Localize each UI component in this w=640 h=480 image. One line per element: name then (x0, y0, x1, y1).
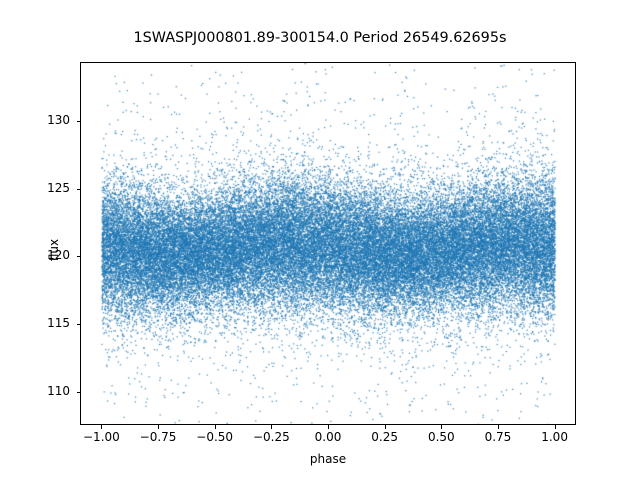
x-tick-label: 0.75 (484, 430, 512, 444)
x-tick-label: −0.50 (196, 430, 234, 444)
x-tick-label: 0.25 (371, 430, 398, 444)
y-tick-mark (76, 121, 80, 123)
x-tick-label: −0.25 (252, 430, 290, 444)
y-tick-mark (76, 323, 80, 325)
x-tick-mark (328, 425, 329, 429)
x-tick-mark (554, 425, 556, 429)
y-tick-label: 110 (47, 383, 70, 398)
y-tick-label: 125 (47, 180, 70, 195)
y-tick-mark (76, 391, 80, 393)
x-tick-mark (271, 425, 273, 429)
x-axis-label: phase (309, 452, 347, 466)
x-tick-mark (101, 425, 103, 429)
x-tick-mark (214, 425, 216, 429)
x-tick-mark (384, 425, 386, 429)
y-tick-label: 120 (47, 248, 70, 263)
y-tick-label: 115 (47, 315, 70, 330)
y-axis-label: flux (47, 238, 61, 262)
x-tick-label: 0.00 (314, 430, 342, 444)
page-title: 1SWASPJ000801.89-300154.0 Period 26549.6… (133, 30, 507, 46)
x-tick-mark (441, 425, 443, 429)
x-tick-mark (158, 425, 160, 429)
x-tick-label: 1.00 (541, 430, 568, 444)
scatter-plot-canvas (81, 63, 575, 424)
y-tick-mark (76, 188, 80, 190)
y-tick-mark (76, 256, 80, 258)
x-tick-label: 0.50 (427, 430, 455, 444)
x-tick-mark (497, 425, 499, 429)
x-tick-label: −0.75 (139, 430, 177, 444)
y-tick-label: 130 (47, 113, 70, 128)
x-tick-label: −1.00 (83, 430, 120, 444)
plot-axes (80, 62, 576, 425)
